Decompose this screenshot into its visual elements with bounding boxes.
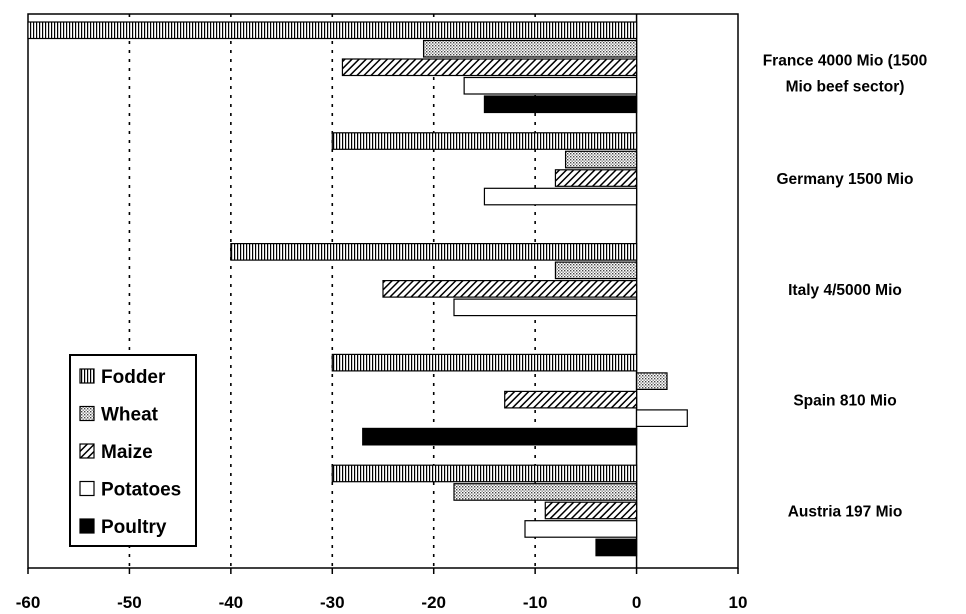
bar-maize-3 — [504, 390, 638, 409]
tick-label-0: 0 — [632, 593, 641, 612]
bar-fodder-3 — [331, 353, 638, 372]
bar-potatoes-3 — [635, 409, 688, 427]
bar-poultry-0 — [483, 95, 638, 114]
tick-label-10: 10 — [729, 593, 748, 612]
category-label-1: Germany 1500 Mio — [777, 171, 914, 188]
bar-potatoes-0 — [463, 76, 638, 95]
category-label-0: France 4000 Mio (1500 — [763, 52, 928, 69]
bar-potatoes-4 — [524, 520, 638, 538]
bar-fodder-1 — [331, 132, 638, 150]
tick-label--10: -10 — [523, 593, 548, 612]
category-label-3: Spain 810 Mio — [793, 393, 896, 410]
category-label-4: Austria 197 Mio — [788, 503, 903, 520]
tick-label--50: -50 — [117, 593, 142, 612]
bar-poultry-4 — [595, 538, 638, 557]
legend-swatch-potatoes — [79, 480, 95, 497]
bar-potatoes-2 — [453, 298, 638, 317]
legend-label-wheat: Wheat — [101, 405, 159, 426]
legend-label-fodder: Fodder — [101, 367, 166, 388]
x-tick-labels: -60 -50 -40 -30 -20 -10 0 10 — [16, 593, 748, 612]
legend-label-poultry: Poultry — [101, 517, 167, 538]
tick-label--40: -40 — [219, 593, 244, 612]
bar-poultry-3 — [362, 427, 638, 446]
legend: Fodder Wheat Maize Potatoes Poultry — [69, 354, 197, 547]
bar-wheat-2 — [554, 261, 638, 280]
bars — [27, 21, 688, 557]
category-labels: France 4000 Mio (1500 Mio beef sector) Ger… — [763, 52, 928, 520]
bar-maize-4 — [544, 501, 638, 520]
tick-label--60: -60 — [16, 593, 41, 612]
legend-label-potatoes: Potatoes — [101, 480, 181, 501]
bar-wheat-1 — [564, 150, 638, 169]
category-label-2: Italy 4/5000 Mio — [788, 282, 902, 299]
tick-label--30: -30 — [320, 593, 345, 612]
legend-label-maize: Maize — [101, 442, 153, 463]
bar-maize-2 — [382, 280, 638, 298]
bar-fodder-4 — [331, 464, 638, 483]
bar-fodder-2 — [230, 243, 638, 261]
bar-potatoes-1 — [483, 187, 638, 206]
bar-maize-0 — [341, 58, 638, 77]
bar-wheat-0 — [422, 39, 638, 58]
bar-fodder-0 — [27, 21, 638, 40]
x-axis — [27, 568, 739, 574]
legend-swatch-poultry — [79, 518, 95, 534]
category-label-0: Mio beef sector) — [786, 78, 905, 95]
bar-wheat-3 — [635, 372, 668, 390]
legend-swatch-wheat — [79, 405, 95, 422]
bar-maize-1 — [554, 169, 638, 187]
bar-wheat-4 — [453, 483, 638, 501]
legend-swatch-fodder — [79, 368, 95, 384]
legend-swatch-maize — [79, 443, 95, 459]
tick-label--20: -20 — [421, 593, 446, 612]
